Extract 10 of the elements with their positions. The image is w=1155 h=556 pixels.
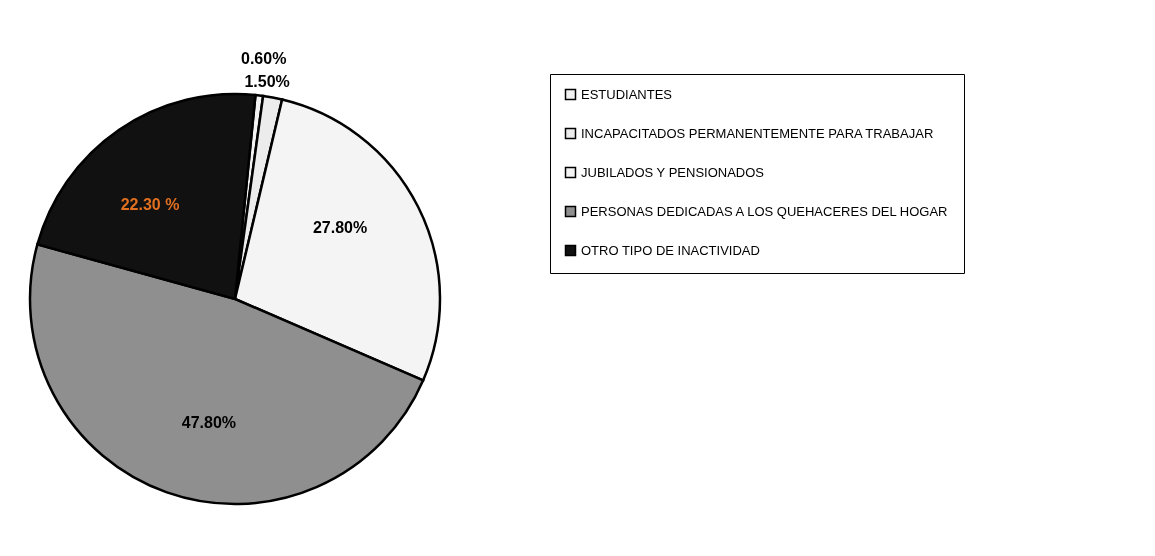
legend-label: INCAPACITADOS PERMANENTEMENTE PARA TRABAJAR — [581, 125, 934, 141]
legend-label: JUBILADOS Y PENSIONADOS — [581, 164, 765, 180]
data-label: 47.80% — [181, 414, 237, 432]
data-label: 22.30 % — [120, 195, 180, 213]
data-label: 0.60% — [241, 49, 287, 67]
data-label: 27.80% — [312, 218, 368, 236]
legend-label: PERSONAS DEDICADAS A LOS QUEHACERES DEL HOGAR — [581, 203, 948, 219]
data-label: 1.50% — [244, 73, 290, 91]
legend-label: OTRO TIPO DE INACTIVIDAD — [581, 242, 760, 258]
legend-label: ESTUDIANTES — [581, 86, 673, 102]
